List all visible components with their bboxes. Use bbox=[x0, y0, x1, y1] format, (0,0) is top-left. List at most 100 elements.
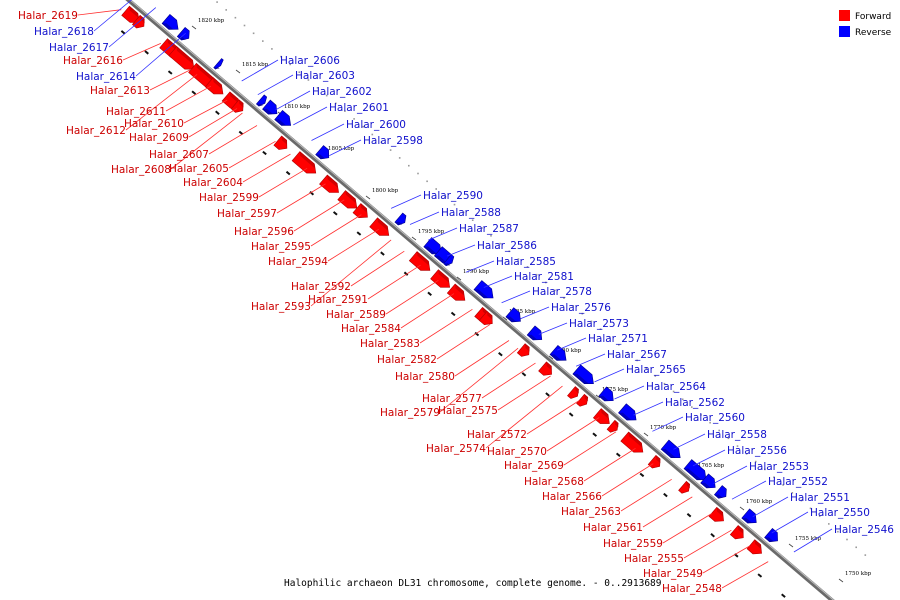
track-dot bbox=[481, 227, 483, 229]
reverse-gene-arrow bbox=[505, 307, 521, 323]
forward-gene-arrow bbox=[446, 283, 466, 301]
reverse-leader-line bbox=[275, 90, 311, 111]
track-dot bbox=[554, 289, 556, 292]
reverse-leader-line bbox=[594, 368, 625, 383]
reverse-gene-arrow bbox=[660, 439, 681, 459]
forward-gene-arrow bbox=[516, 343, 530, 357]
position-tick-label: 1800 kbp bbox=[372, 188, 399, 194]
reverse-gene-arrow bbox=[618, 403, 637, 421]
forward-leader-line bbox=[400, 293, 455, 329]
track-dash bbox=[639, 472, 645, 478]
reverse-leader-line bbox=[257, 74, 294, 96]
track-dash bbox=[474, 331, 480, 337]
forward-leader-line bbox=[122, 43, 161, 61]
gene-label-halar-2616: Halar_2616 bbox=[63, 55, 123, 67]
position-tick-mark bbox=[838, 578, 844, 583]
position-tick-label: 1785 kbp bbox=[509, 309, 536, 315]
gene-label-halar-2591: Halar_2591 bbox=[308, 294, 368, 306]
forward-leader-line bbox=[454, 340, 510, 377]
position-tick-label: 1760 kbp bbox=[746, 499, 773, 505]
reverse-gene-arrow bbox=[161, 13, 179, 30]
track-dot bbox=[672, 390, 675, 393]
reverse-leader-line bbox=[713, 465, 748, 484]
track-dot bbox=[828, 523, 830, 525]
gene-label-halar-2611: Halar_2611 bbox=[106, 106, 166, 118]
position-tick-mark bbox=[739, 506, 745, 511]
reverse-leader-line bbox=[652, 416, 684, 432]
forward-leader-line bbox=[439, 347, 519, 413]
gene-label-halar-2609: Halar_2609 bbox=[129, 132, 189, 144]
gene-label-halar-2601: Halar_2601 bbox=[329, 102, 389, 114]
gene-label-halar-2610: Halar_2610 bbox=[124, 118, 184, 130]
gene-label-halar-2619: Halar_2619 bbox=[18, 10, 78, 22]
position-tick-mark bbox=[191, 25, 197, 30]
forward-gene-arrow bbox=[678, 480, 691, 494]
reverse-leader-line bbox=[557, 337, 587, 351]
track-dot bbox=[618, 344, 620, 346]
forward-gene-arrow bbox=[538, 361, 552, 376]
gene-label-halar-2604: Halar_2604 bbox=[183, 177, 243, 189]
track-dot bbox=[262, 40, 264, 42]
reverse-gene-arrow bbox=[262, 99, 278, 115]
forward-leader-line bbox=[546, 417, 600, 452]
gene-label-halar-2593: Halar_2593 bbox=[251, 301, 311, 313]
reverse-gene-arrow bbox=[394, 212, 407, 226]
legend-forward-label: Forward bbox=[855, 12, 891, 22]
position-tick-label: 1805 kbp bbox=[328, 146, 355, 152]
reverse-gene-arrow bbox=[598, 386, 614, 402]
track-dash bbox=[167, 70, 173, 75]
track-dash bbox=[215, 110, 220, 115]
gene-label-halar-2603: Halar_2603 bbox=[295, 70, 355, 82]
reverse-leader-line bbox=[329, 139, 362, 156]
reverse-gene-arrow bbox=[683, 459, 707, 481]
track-dot bbox=[298, 71, 301, 73]
gene-label-halar-2608: Halar_2608 bbox=[111, 164, 171, 176]
track-dash bbox=[545, 392, 550, 397]
track-dot bbox=[709, 421, 711, 424]
reverse-leader-line bbox=[673, 433, 706, 450]
forward-leader-line bbox=[208, 125, 258, 155]
forward-gene-arrow bbox=[478, 310, 493, 326]
track-dot bbox=[435, 188, 437, 190]
track-dot bbox=[535, 273, 538, 276]
forward-leader-line bbox=[385, 279, 439, 315]
track-dot bbox=[508, 250, 511, 253]
chromosome-axis-highlight bbox=[129, 0, 835, 600]
track-dot bbox=[271, 48, 273, 50]
track-dot bbox=[818, 515, 821, 517]
track-dash bbox=[120, 30, 126, 35]
track-dot bbox=[782, 484, 784, 486]
forward-leader-line bbox=[481, 362, 536, 399]
position-tick-mark bbox=[365, 195, 371, 200]
gene-label-halar-2584: Halar_2584 bbox=[341, 323, 401, 335]
gene-label-halar-2548: Halar_2548 bbox=[662, 583, 722, 595]
forward-leader-line bbox=[601, 463, 654, 497]
track-dash bbox=[144, 50, 149, 55]
gene-label-halar-2606: Halar_2606 bbox=[280, 55, 340, 67]
track-dot bbox=[800, 499, 803, 502]
track-dash bbox=[521, 372, 527, 377]
reverse-leader-line bbox=[731, 480, 767, 500]
forward-leader-line bbox=[258, 167, 308, 198]
gene-label-halar-2558: Halar_2558 bbox=[707, 429, 767, 441]
forward-gene-arrow bbox=[168, 46, 195, 70]
forward-leader-line bbox=[497, 375, 551, 411]
reverse-gene-arrow bbox=[255, 94, 268, 107]
gene-label-halar-2566: Halar_2566 bbox=[542, 491, 602, 503]
gene-label-halar-2577: Halar_2577 bbox=[422, 393, 482, 405]
track-dot bbox=[581, 312, 584, 315]
track-dot bbox=[572, 305, 574, 307]
gene-label-halar-2581: Halar_2581 bbox=[514, 271, 574, 283]
gene-label-halar-2590: Halar_2590 bbox=[423, 190, 483, 202]
forward-leader-line bbox=[170, 112, 243, 170]
position-tick-mark bbox=[788, 543, 794, 548]
track-dash bbox=[757, 573, 763, 578]
position-tick-label: 1765 kbp bbox=[698, 463, 725, 469]
reverse-gene-arrow bbox=[443, 254, 455, 267]
reverse-leader-line bbox=[793, 528, 833, 553]
track-dot bbox=[252, 32, 255, 35]
position-tick-mark bbox=[595, 394, 601, 399]
track-dot bbox=[353, 118, 355, 120]
track-dash bbox=[309, 191, 315, 196]
gene-label-halar-2553: Halar_2553 bbox=[749, 461, 809, 473]
